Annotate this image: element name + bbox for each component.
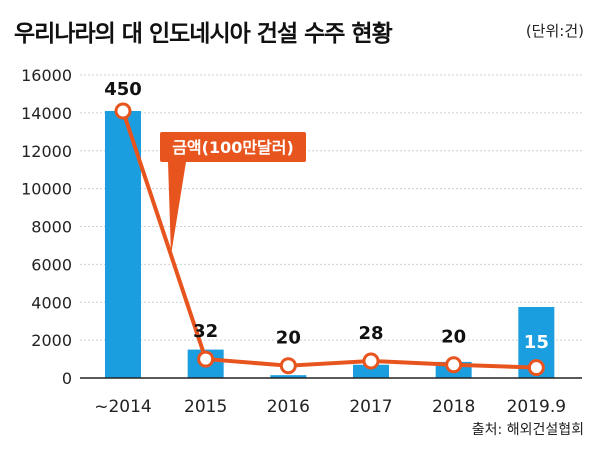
count-label: 20 xyxy=(441,327,466,348)
bar xyxy=(270,375,307,378)
callout-pointer xyxy=(168,162,186,256)
y-tick-label: 4000 xyxy=(31,293,72,312)
x-tick-label: 2019.9 xyxy=(507,397,566,417)
unit-label: (단위:건) xyxy=(525,22,584,40)
callout-label: 금액(100만달러) xyxy=(172,138,294,157)
count-label: 28 xyxy=(358,323,383,344)
amount-marker xyxy=(527,359,545,377)
y-tick-label: 2000 xyxy=(31,331,72,350)
y-tick-label: 0 xyxy=(62,369,72,388)
bar xyxy=(105,110,141,378)
x-tick-label: 2017 xyxy=(349,397,392,417)
x-tick-label: ~2014 xyxy=(94,397,152,417)
bar xyxy=(353,364,389,378)
count-label: 20 xyxy=(276,328,301,349)
source-label: 출처: 해외건설협회 xyxy=(471,422,584,438)
y-tick-label: 8000 xyxy=(31,218,72,237)
count-label: 15 xyxy=(524,332,549,353)
y-tick-label: 10000 xyxy=(21,180,72,199)
x-tick-label: 2016 xyxy=(267,397,310,417)
amount-marker xyxy=(197,350,215,368)
x-tick-label: 2018 xyxy=(432,397,475,417)
chart-title: 우리나라의 대 인도네시아 건설 수주 현황 xyxy=(14,21,393,47)
y-tick-label: 6000 xyxy=(31,255,72,274)
amount-marker xyxy=(445,356,463,374)
y-tick-label: 14000 xyxy=(21,104,72,123)
x-tick-label: 2015 xyxy=(184,397,227,417)
amount-marker xyxy=(362,352,380,370)
count-label: 32 xyxy=(193,321,218,342)
amount-line xyxy=(121,110,537,370)
callout-box xyxy=(160,132,306,162)
amount-marker xyxy=(279,357,297,375)
count-label: 450 xyxy=(104,79,142,100)
y-tick-label: 12000 xyxy=(21,142,72,161)
y-tick-label: 16000 xyxy=(21,66,72,85)
amount-marker xyxy=(114,102,132,120)
